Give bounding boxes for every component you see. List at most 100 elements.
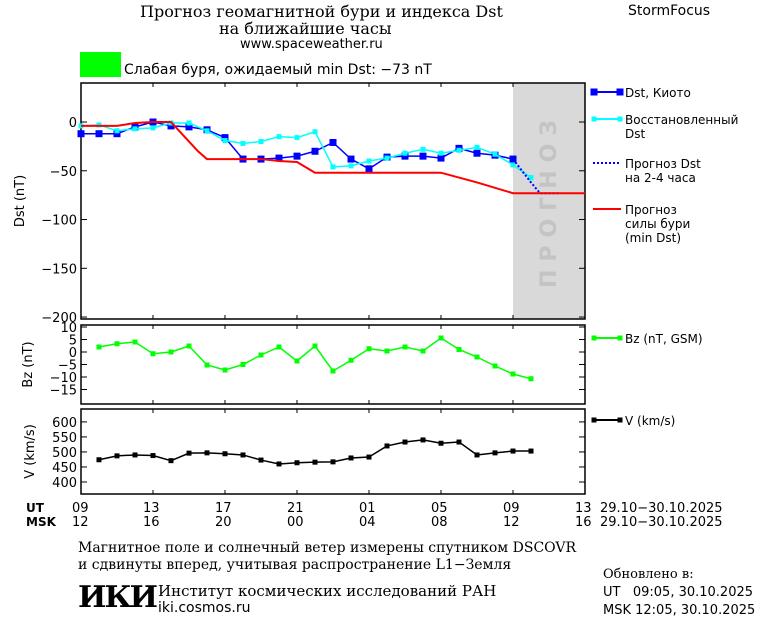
data-point bbox=[347, 155, 355, 163]
legend-marker bbox=[590, 88, 598, 96]
y-axis-label: Dst (nT) bbox=[13, 175, 28, 227]
legend-marker bbox=[591, 417, 597, 423]
chart-title-line1: Прогноз геомагнитной бури и индекса Dst bbox=[140, 2, 503, 21]
y-tick-label: 0 bbox=[69, 116, 77, 131]
data-point bbox=[528, 376, 534, 382]
y-tick-label: 450 bbox=[52, 461, 77, 476]
data-point bbox=[420, 146, 426, 152]
data-point bbox=[312, 343, 318, 349]
data-point bbox=[204, 128, 210, 134]
y-tick-label: −10 bbox=[50, 371, 77, 386]
data-point bbox=[366, 346, 372, 352]
ut-axis-label: UT bbox=[26, 501, 44, 515]
msk-time-tick: 00 bbox=[287, 515, 304, 530]
data-point bbox=[312, 129, 318, 135]
data-point bbox=[473, 149, 481, 157]
data-point bbox=[240, 362, 246, 367]
data-point bbox=[186, 343, 192, 349]
data-point bbox=[113, 130, 121, 138]
data-point bbox=[402, 150, 408, 156]
data-point bbox=[114, 128, 120, 134]
ut-time-tick: 17 bbox=[215, 501, 232, 516]
data-point bbox=[330, 459, 336, 465]
msk-axis-label: MSK bbox=[26, 515, 56, 529]
data-point bbox=[96, 457, 102, 463]
data-point bbox=[114, 341, 120, 347]
ut-time-tick: 13 bbox=[575, 501, 592, 516]
panel-frame-1 bbox=[80, 324, 586, 405]
data-point bbox=[456, 439, 462, 445]
data-point bbox=[528, 448, 534, 454]
data-point bbox=[294, 358, 300, 364]
data-point bbox=[132, 339, 138, 345]
data-point bbox=[132, 452, 138, 458]
data-point bbox=[348, 163, 354, 169]
data-point bbox=[204, 362, 210, 368]
data-point bbox=[492, 363, 498, 369]
data-point bbox=[275, 154, 283, 162]
forecast-band-label: ПРОГНОЗ bbox=[537, 112, 562, 288]
legend-marker bbox=[617, 335, 623, 341]
data-point bbox=[167, 122, 175, 130]
data-point bbox=[366, 454, 372, 460]
legend-marker bbox=[591, 116, 597, 122]
data-point bbox=[95, 130, 103, 138]
msk-time-tick: 16 bbox=[143, 515, 160, 530]
data-point bbox=[329, 138, 337, 146]
data-point bbox=[492, 450, 498, 456]
data-point bbox=[402, 439, 408, 445]
data-point bbox=[276, 134, 282, 140]
data-point bbox=[150, 125, 156, 131]
data-point bbox=[437, 154, 445, 162]
legend-marker bbox=[617, 417, 623, 423]
data-point bbox=[258, 352, 264, 358]
site-url[interactable]: www.spaceweather.ru bbox=[240, 37, 383, 52]
data-point bbox=[150, 453, 156, 459]
legend-marker bbox=[616, 88, 624, 96]
legend-label: Восстановленный Dst bbox=[625, 113, 738, 141]
data-point bbox=[185, 123, 193, 131]
data-point bbox=[366, 158, 372, 164]
data-point bbox=[401, 152, 409, 160]
ut-time-tick: 05 bbox=[431, 501, 448, 516]
y-tick-label: 10 bbox=[60, 321, 77, 336]
data-point bbox=[474, 452, 480, 458]
y-tick-label: −150 bbox=[41, 262, 77, 277]
updated-msk: MSK 12:05, 30.10.2025 bbox=[603, 603, 756, 618]
ut-date-range: 29.10−30.10.2025 bbox=[600, 501, 723, 516]
ut-time-tick: 01 bbox=[359, 501, 376, 516]
data-point bbox=[438, 335, 444, 341]
msk-time-tick: 08 bbox=[431, 515, 448, 530]
y-tick-label: 500 bbox=[52, 446, 77, 461]
data-point bbox=[510, 371, 516, 377]
y-tick-label: 600 bbox=[52, 416, 77, 431]
updated-ut: UT 09:05, 30.10.2025 bbox=[603, 585, 754, 600]
data-point bbox=[438, 440, 444, 446]
msk-time-tick: 12 bbox=[503, 515, 520, 530]
institute-url[interactable]: iki.cosmos.ru bbox=[158, 600, 251, 616]
msk-time-tick: 12 bbox=[72, 515, 89, 530]
data-point bbox=[474, 354, 480, 360]
data-point bbox=[330, 368, 336, 374]
y-tick-label: −15 bbox=[50, 384, 77, 399]
data-point bbox=[240, 140, 246, 146]
data-point bbox=[77, 130, 85, 138]
data-point bbox=[384, 443, 390, 449]
y-tick-label: −50 bbox=[50, 165, 77, 180]
data-point bbox=[384, 348, 390, 354]
data-point bbox=[402, 344, 408, 350]
data-point bbox=[258, 139, 264, 145]
y-tick-label: −100 bbox=[41, 214, 77, 229]
legend-label: Прогноз Dst на 2-4 часа bbox=[625, 157, 701, 185]
data-point bbox=[330, 164, 336, 170]
y-tick-label: 550 bbox=[52, 431, 77, 446]
series-line-0-1 bbox=[80, 122, 532, 179]
ut-time-tick: 13 bbox=[143, 501, 160, 516]
legend-label: Bz (nT, GSM) bbox=[625, 332, 703, 346]
institute-name: Институт космических исследований РАН bbox=[158, 582, 497, 600]
data-point bbox=[348, 357, 354, 363]
forecast-band bbox=[513, 83, 585, 319]
legend-label: Прогноз силы бури (min Dst) bbox=[625, 203, 690, 245]
y-axis-label: Bz (nT) bbox=[21, 341, 36, 387]
